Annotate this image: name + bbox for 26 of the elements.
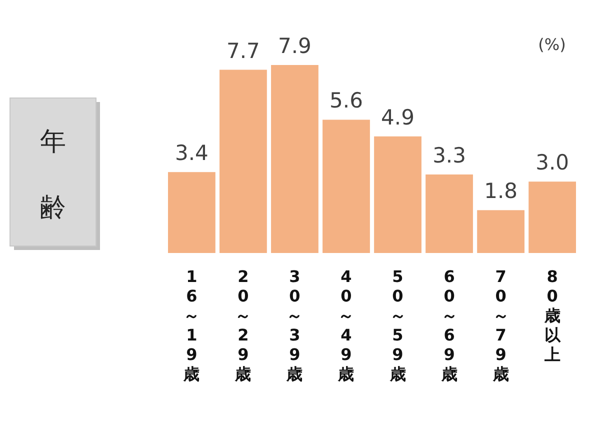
data-label: 5.6	[330, 88, 363, 113]
data-label: 3.0	[536, 150, 570, 175]
x-tick-label: 60～69歳	[440, 267, 458, 384]
data-label: 7.7	[226, 38, 260, 63]
data-label: 7.9	[278, 34, 312, 58]
x-tick-label: 80歳以上	[543, 267, 562, 364]
x-tick-label: 70～79歳	[492, 267, 509, 384]
bar	[528, 182, 576, 253]
bar	[168, 172, 216, 253]
x-tick-label: 20～29歳	[234, 267, 252, 384]
data-label: 1.8	[484, 179, 518, 204]
data-label: 3.4	[174, 141, 208, 166]
x-tick-label: 50～59歳	[388, 267, 406, 384]
text: (%)	[538, 35, 566, 54]
bar	[426, 174, 473, 253]
bar	[220, 70, 267, 253]
bar	[477, 210, 524, 253]
x-tick-label: 30～39歳	[286, 267, 303, 384]
chart-title: 年齢	[40, 127, 66, 223]
bar	[271, 65, 318, 253]
x-tick-label: 40～49歳	[337, 267, 354, 384]
data-label: 3.3	[432, 143, 466, 168]
data-label: 4.9	[381, 105, 414, 130]
bar	[322, 120, 370, 253]
x-tick-label: 16～19歳	[182, 267, 200, 384]
bar	[374, 136, 422, 253]
